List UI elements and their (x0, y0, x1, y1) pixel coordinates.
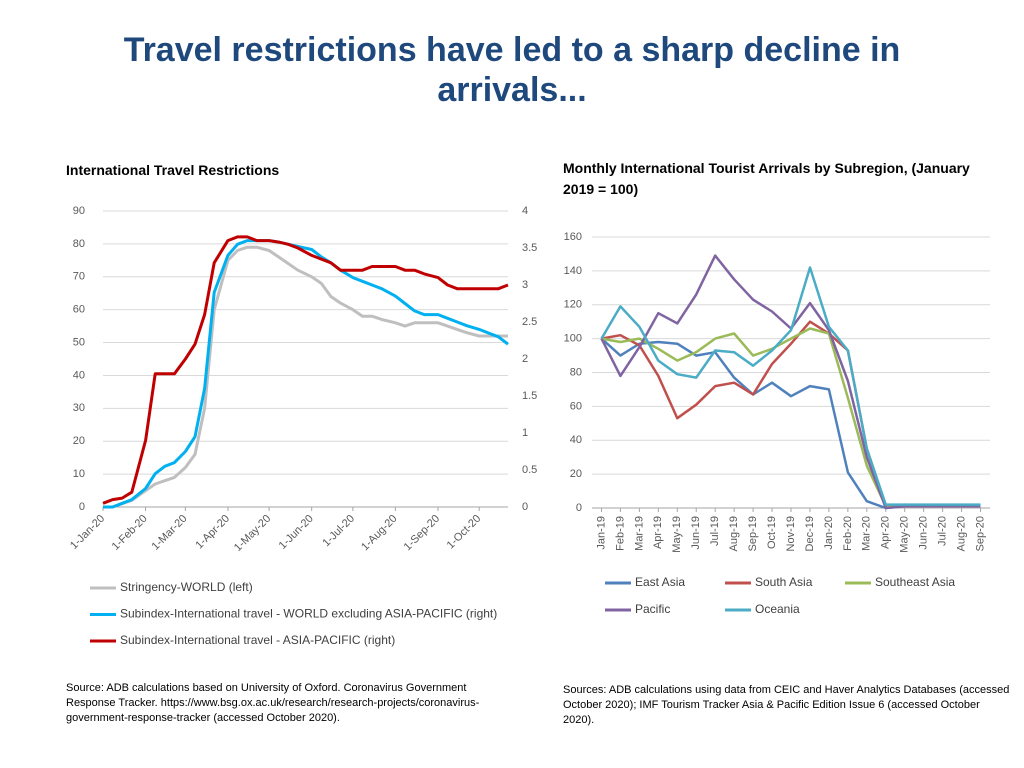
y-tick-label: 60 (570, 400, 582, 412)
x-tick-label: 1-Oct-20 (445, 513, 484, 552)
x-tick-label: 1-May-20 (232, 513, 273, 554)
y-tick-label: 0 (79, 501, 85, 513)
y-tick-label: 50 (73, 336, 85, 348)
y2-tick-label: 2 (522, 353, 528, 365)
x-tick-label: Aug-20 (955, 516, 967, 551)
x-tick-label: 1-Feb-20 (110, 513, 150, 553)
y2-tick-label: 3.5 (522, 242, 537, 254)
x-tick-label: 1-Jan-20 (68, 513, 107, 552)
x-tick-label: Jan-20 (823, 516, 835, 550)
y-tick-label: 160 (564, 231, 582, 243)
y-tick-label: 20 (570, 468, 582, 480)
legend-label: Subindex-International travel - WORLD ex… (120, 607, 497, 621)
slide-title: Travel restrictions have led to a sharp … (123, 31, 901, 109)
x-tick-label: 1-Jun-20 (277, 513, 316, 552)
y-tick-label: 140 (564, 265, 582, 277)
legend-label: Southeast Asia (875, 575, 955, 589)
y2-tick-label: 1.5 (522, 390, 537, 402)
legend-label: East Asia (635, 575, 685, 589)
x-tick-label: Oct-19 (766, 516, 778, 549)
y-tick-label: 120 (564, 299, 582, 311)
y-tick-label: 80 (73, 238, 85, 250)
x-tick-label: 1-Aug-20 (359, 513, 399, 553)
x-tick-label: Apr-20 (880, 516, 892, 549)
x-tick-label: May-19 (671, 516, 683, 553)
series-line (103, 245, 508, 509)
legend-label: Oceania (755, 602, 800, 616)
series-line (103, 239, 509, 509)
x-tick-label: Jul-20 (937, 516, 949, 546)
x-tick-label: Sep-19 (747, 516, 759, 551)
y2-tick-label: 0.5 (522, 464, 537, 476)
y2-tick-label: 1 (522, 427, 528, 439)
y2-tick-label: 4 (522, 205, 528, 217)
y-tick-label: 10 (73, 468, 85, 480)
series-line (102, 235, 509, 505)
series-line (600, 254, 981, 510)
y-tick-label: 0 (576, 502, 582, 514)
chart-title: Monthly International Tourist Arrivals b… (563, 160, 970, 197)
x-tick-label: May-20 (899, 516, 911, 553)
x-tick-label: Feb-20 (842, 516, 854, 551)
x-tick-label: Mar-19 (633, 516, 645, 551)
x-tick-label: Jun-19 (690, 516, 702, 550)
x-tick-label: Sep-20 (974, 516, 986, 551)
x-tick-label: Apr-19 (652, 516, 664, 549)
legend-label: South Asia (755, 575, 813, 589)
y-tick-label: 40 (570, 434, 582, 446)
chart-title: International Travel Restrictions (66, 162, 280, 178)
source-note: Source: ADB calculations based on Univer… (66, 682, 480, 724)
source-note: Sources: ADB calculations using data fro… (563, 684, 1010, 726)
legend-label: Subindex-International travel - ASIA-PAC… (120, 633, 395, 647)
series-line (600, 266, 981, 506)
legend-label: Stringency-WORLD (left) (120, 580, 253, 594)
y-tick-label: 30 (73, 402, 85, 414)
x-tick-label: Nov-19 (785, 516, 797, 551)
x-tick-label: Jan-19 (595, 516, 607, 550)
y-tick-label: 70 (73, 271, 85, 283)
series-line (601, 327, 981, 508)
legend-label: Pacific (635, 602, 670, 616)
y2-tick-label: 3 (522, 279, 528, 291)
x-tick-label: Jun-20 (918, 516, 930, 550)
x-tick-label: 1-Jul-20 (320, 513, 357, 550)
x-tick-label: Jul-19 (709, 516, 721, 546)
x-tick-label: Feb-19 (614, 516, 626, 551)
series-line (600, 337, 981, 510)
y-tick-label: 40 (73, 369, 85, 381)
x-tick-label: 1-Sep-20 (402, 513, 442, 553)
y-tick-label: 20 (73, 435, 85, 447)
x-tick-label: Mar-20 (861, 516, 873, 551)
x-tick-label: Dec-19 (804, 516, 816, 551)
y2-tick-label: 0 (522, 501, 528, 513)
y-tick-label: 60 (73, 304, 85, 316)
y-tick-label: 100 (564, 333, 582, 345)
x-tick-label: 1-Mar-20 (150, 513, 190, 553)
y-tick-label: 80 (570, 366, 582, 378)
x-tick-label: Aug-19 (728, 516, 740, 551)
x-tick-label: 1-Apr-20 (193, 513, 232, 552)
y2-tick-label: 2.5 (522, 316, 537, 328)
y-tick-label: 90 (73, 205, 85, 217)
